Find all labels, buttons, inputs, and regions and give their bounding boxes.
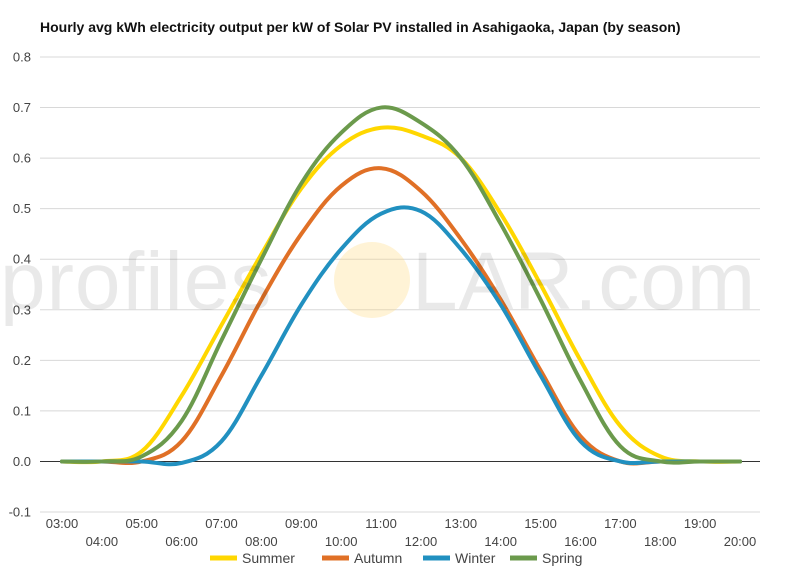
y-tick-label: -0.1 <box>9 505 31 520</box>
legend-label-spring: Spring <box>542 550 582 566</box>
legend-label-autumn: Autumn <box>354 550 402 566</box>
x-tick-label: 04:00 <box>86 534 119 549</box>
x-tick-label: 03:00 <box>46 516 79 531</box>
x-tick-label: 11:00 <box>365 516 397 531</box>
y-tick-label: 0.4 <box>13 252 31 267</box>
y-tick-label: 0.7 <box>13 100 31 115</box>
y-tick-label: 0.1 <box>13 403 31 418</box>
series-line-autumn <box>60 166 742 466</box>
x-tick-label: 13:00 <box>445 516 478 531</box>
legend-label-summer: Summer <box>242 550 295 566</box>
x-tick-label: 06:00 <box>165 534 198 549</box>
legend-label-winter: Winter <box>455 550 496 566</box>
y-tick-label: 0.6 <box>13 151 31 166</box>
series-line-spring <box>60 105 742 465</box>
y-tick-label: 0.2 <box>13 353 31 368</box>
x-tick-label: 14:00 <box>484 534 517 549</box>
x-tick-label: 20:00 <box>724 534 757 549</box>
y-tick-label: 0.3 <box>13 302 31 317</box>
x-tick-label: 19:00 <box>684 516 717 531</box>
series-line-summer <box>60 125 742 465</box>
x-tick-label: 08:00 <box>245 534 278 549</box>
series-line-winter <box>60 205 742 467</box>
x-tick-label: 07:00 <box>205 516 238 531</box>
x-tick-label: 12:00 <box>405 534 438 549</box>
y-tick-label: 0.8 <box>13 50 31 65</box>
x-tick-label: 16:00 <box>564 534 597 549</box>
x-tick-label: 09:00 <box>285 516 318 531</box>
x-tick-label: 15:00 <box>524 516 557 531</box>
x-tick-label: 05:00 <box>125 516 158 531</box>
chart-title: Hourly avg kWh electricity output per kW… <box>40 19 681 35</box>
y-tick-label: 0.0 <box>13 454 31 469</box>
y-tick-label: 0.5 <box>13 201 31 216</box>
x-tick-label: 17:00 <box>604 516 637 531</box>
x-tick-label: 18:00 <box>644 534 677 549</box>
x-tick-label: 10:00 <box>325 534 358 549</box>
